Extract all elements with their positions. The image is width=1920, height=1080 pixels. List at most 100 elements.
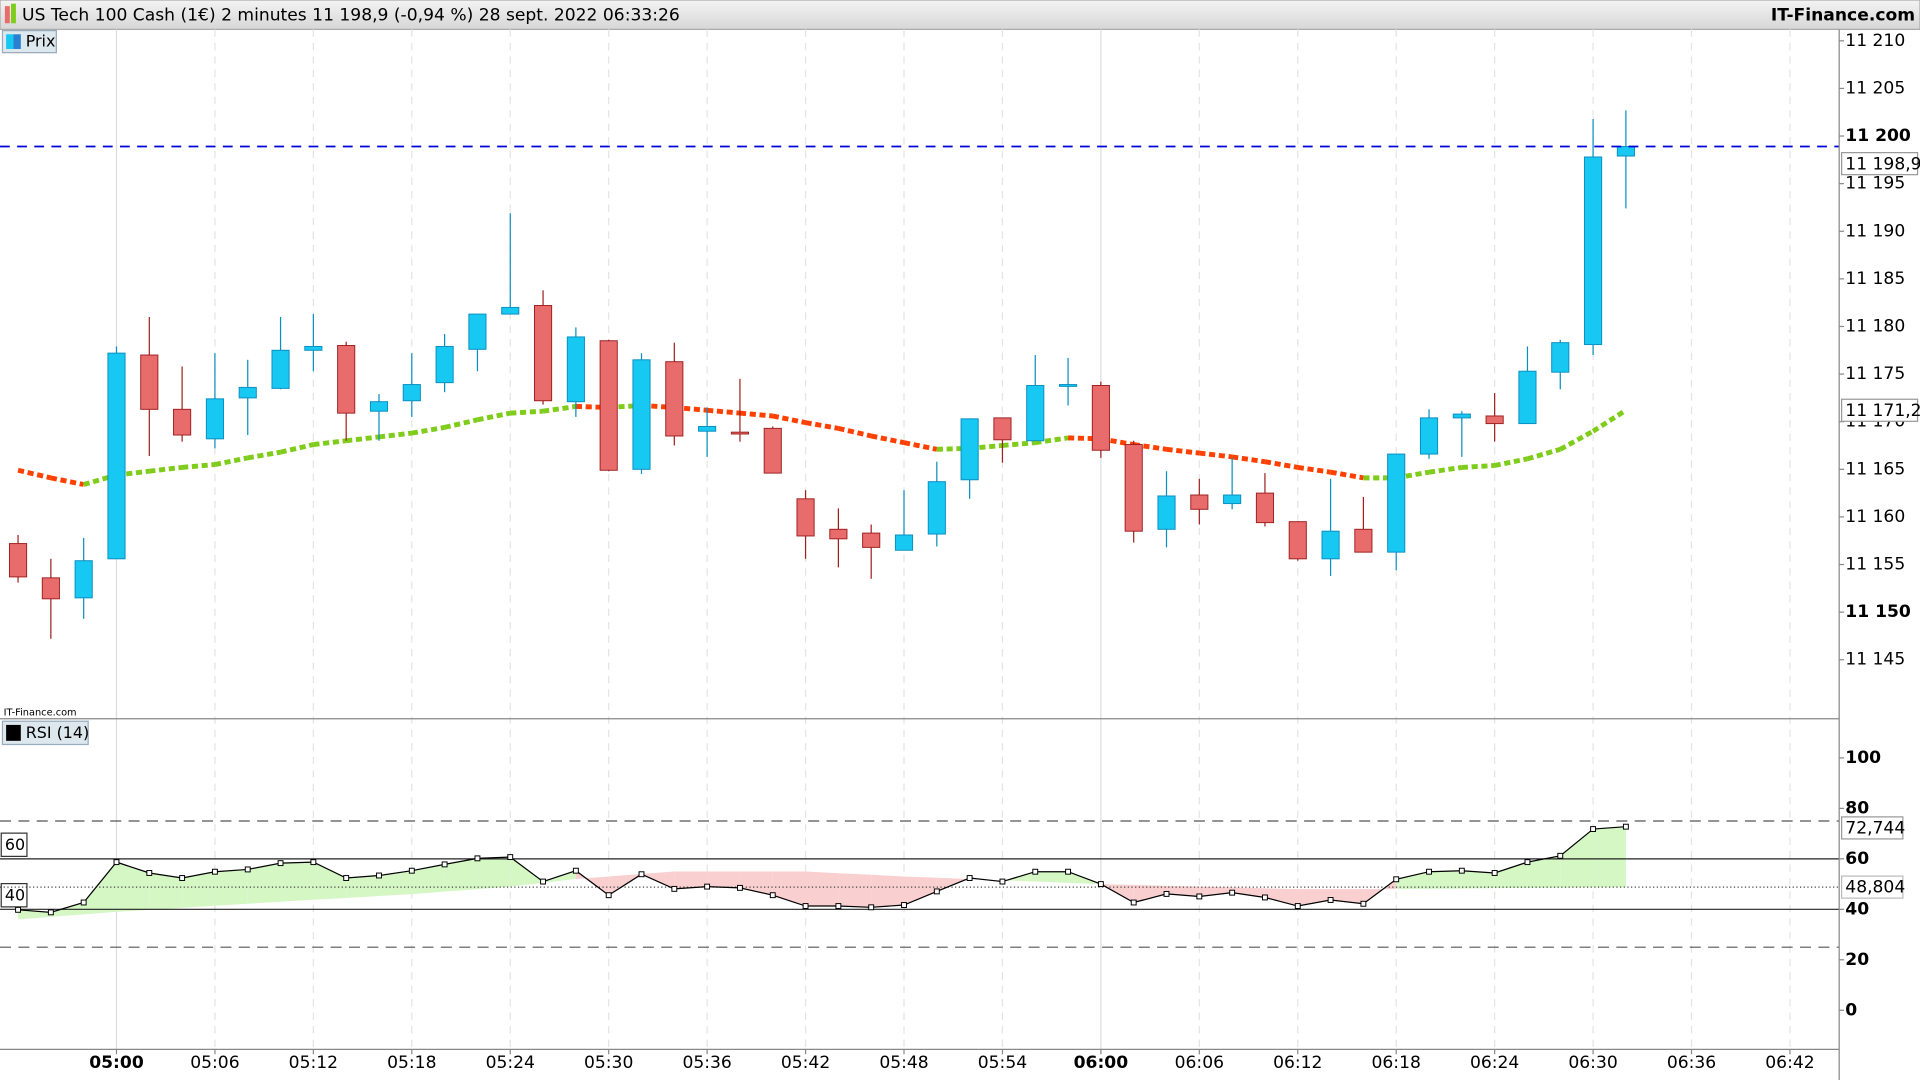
chart-title: US Tech 100 Cash (1€) 2 minutes 11 198,9… bbox=[22, 5, 680, 25]
rsi-fill bbox=[280, 862, 314, 902]
rsi-point bbox=[1622, 823, 1629, 830]
candle-body bbox=[927, 481, 946, 535]
candle-body bbox=[1157, 495, 1176, 530]
candle-body bbox=[1190, 494, 1209, 510]
y-tick-label: 11 145 bbox=[1845, 650, 1905, 670]
x-tick-label: 06:42 bbox=[1765, 1053, 1814, 1073]
candle-body bbox=[337, 345, 356, 414]
x-tick-label: 05:36 bbox=[682, 1053, 731, 1073]
moving-average bbox=[542, 404, 577, 414]
y-tick-label: 11 155 bbox=[1845, 555, 1905, 575]
y-tick-label: 11 200 bbox=[1845, 126, 1911, 146]
rsi-fill bbox=[1527, 855, 1561, 888]
y-tick-label: 11 165 bbox=[1845, 459, 1905, 479]
rsi-point bbox=[835, 903, 842, 909]
y-tick-label: 11 205 bbox=[1845, 78, 1905, 98]
candle-body bbox=[468, 313, 487, 350]
moving-average bbox=[1068, 435, 1101, 442]
rsi-fill bbox=[1035, 871, 1069, 883]
candle-body bbox=[1354, 528, 1373, 553]
rsi-point bbox=[638, 871, 645, 878]
rsi-point bbox=[474, 855, 481, 862]
rsi-fill bbox=[1429, 870, 1462, 889]
x-tick-label: 05:48 bbox=[879, 1053, 928, 1073]
moving-average bbox=[1166, 446, 1200, 456]
rsi-point bbox=[1557, 852, 1564, 859]
rsi-fill bbox=[83, 862, 117, 915]
candle-body bbox=[1551, 342, 1570, 373]
y-tick-label: 0 bbox=[1845, 1000, 1857, 1020]
rsi-fill bbox=[871, 874, 905, 908]
candle-body bbox=[533, 305, 553, 402]
rsi-fill bbox=[444, 858, 478, 892]
moving-average bbox=[1461, 463, 1495, 470]
rsi-fill bbox=[378, 870, 412, 896]
x-tick-label: 05:18 bbox=[387, 1053, 436, 1073]
legend-swatch bbox=[6, 34, 14, 49]
rsi-fill bbox=[214, 869, 248, 906]
moving-average bbox=[181, 462, 216, 470]
moving-average bbox=[772, 413, 807, 426]
rsi-point bbox=[704, 883, 711, 890]
candle-body bbox=[1223, 494, 1242, 505]
signal-label-box bbox=[1841, 875, 1904, 899]
moving-average bbox=[1494, 456, 1528, 468]
candle-body bbox=[1485, 415, 1504, 425]
price-label-box bbox=[1841, 152, 1919, 176]
x-tick-label: 06:00 bbox=[1074, 1053, 1129, 1073]
rsi-point bbox=[1524, 859, 1531, 866]
x-tick-label: 06:30 bbox=[1568, 1053, 1617, 1073]
candle-body bbox=[271, 349, 290, 389]
signal-value-label: 48,804 bbox=[1845, 878, 1905, 898]
rsi-fill bbox=[182, 871, 215, 908]
rsi-point bbox=[277, 860, 284, 867]
rsi-point bbox=[146, 870, 153, 876]
rsi-point bbox=[244, 866, 251, 873]
moving-average bbox=[1231, 454, 1266, 465]
candle-body bbox=[1419, 417, 1439, 455]
band-label-box bbox=[0, 832, 28, 858]
rsi-fill bbox=[1330, 889, 1364, 904]
y-tick-label: 11 175 bbox=[1845, 364, 1905, 384]
legend-label: RSI (14) bbox=[26, 723, 90, 742]
y-tick-label: 11 150 bbox=[1845, 602, 1911, 622]
x-tick-label: 06:18 bbox=[1372, 1053, 1421, 1073]
y-tick-label: 20 bbox=[1845, 950, 1869, 970]
rsi-point bbox=[376, 872, 382, 879]
candle-body bbox=[862, 532, 881, 548]
rsi-fill bbox=[641, 871, 675, 889]
rsi-point bbox=[1229, 889, 1236, 896]
rsi-fill bbox=[1494, 862, 1528, 889]
moving-average bbox=[575, 404, 609, 410]
candle-body bbox=[993, 417, 1012, 441]
rsi-fill bbox=[1297, 889, 1331, 907]
legend-box bbox=[1, 720, 89, 746]
moving-average bbox=[706, 407, 741, 416]
rsi-fill bbox=[1199, 886, 1233, 897]
rsi-point bbox=[966, 875, 973, 881]
y-tick-label: 60 bbox=[1845, 849, 1869, 869]
candle-body bbox=[1387, 453, 1406, 553]
legend-label: Prix bbox=[26, 32, 56, 51]
rsi-point bbox=[868, 904, 875, 911]
candle-body bbox=[829, 528, 848, 540]
x-tick-label: 06:06 bbox=[1175, 1053, 1224, 1073]
moving-average bbox=[279, 442, 314, 455]
rsi-line bbox=[18, 826, 1626, 913]
rsi-point bbox=[441, 861, 448, 868]
last-price-label: 11 198,9 bbox=[1845, 154, 1920, 174]
moving-average bbox=[1526, 446, 1561, 462]
rsi-point bbox=[999, 878, 1006, 885]
rsi-fill bbox=[149, 872, 183, 910]
rsi-point bbox=[737, 884, 743, 891]
rsi-fill bbox=[1166, 885, 1200, 897]
candle-body bbox=[1255, 492, 1275, 524]
moving-average bbox=[1297, 464, 1331, 475]
candle-body bbox=[796, 498, 815, 537]
moving-average bbox=[870, 433, 905, 446]
moving-average bbox=[739, 410, 773, 419]
moving-average bbox=[903, 440, 938, 452]
candle-body bbox=[8, 543, 28, 578]
candle-body bbox=[41, 577, 60, 600]
moving-average bbox=[1330, 469, 1364, 481]
